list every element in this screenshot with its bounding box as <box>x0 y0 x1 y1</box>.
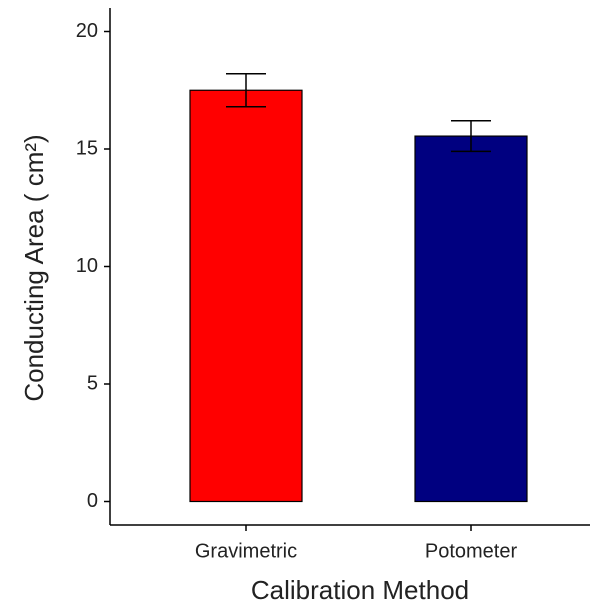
x-axis-title: Calibration Method <box>251 575 469 605</box>
y-tick-label: 0 <box>87 490 98 512</box>
bar <box>414 135 528 503</box>
y-axis-title: Conducting Area ( cm²) <box>19 134 49 401</box>
error-bar <box>226 73 266 108</box>
x-tick-label: Potometer <box>425 540 518 562</box>
y-tick-label: 5 <box>87 372 98 394</box>
y-tick-label: 10 <box>76 255 98 277</box>
y-tick-label: 15 <box>76 137 98 159</box>
bar <box>189 89 303 503</box>
x-tick-label: Gravimetric <box>195 540 297 562</box>
y-tick-label: 20 <box>76 20 98 42</box>
error-bar <box>451 120 491 153</box>
